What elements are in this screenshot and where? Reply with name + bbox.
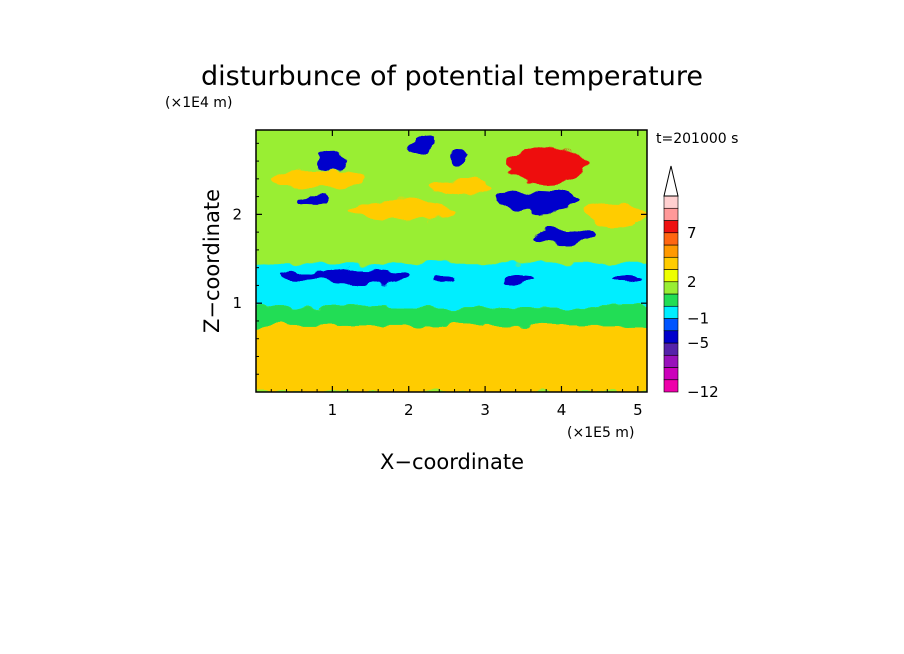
colorbar-band-12	[663, 232, 679, 246]
colorbar-band-7	[663, 293, 679, 307]
colorbar-band-8	[663, 281, 679, 295]
contour-band-2	[256, 307, 647, 326]
y-axis: 12	[232, 142, 647, 375]
colorbar-band-5	[663, 318, 679, 332]
colorbar: −12−5−127	[663, 165, 719, 401]
chart-title: disturbunce of potential temperature	[201, 61, 703, 92]
x-tick-label-1: 1	[328, 401, 338, 419]
contour-blob-3	[317, 268, 409, 285]
x-tick-label-5: 5	[633, 401, 643, 419]
contour-blob-14	[299, 195, 328, 207]
colorbar-label-1: −5	[687, 334, 709, 352]
y-tick-label-2: 2	[232, 205, 242, 223]
x-axis-label: X−coordinate	[380, 450, 524, 474]
colorbar-band-2	[663, 354, 679, 368]
contour-blob-5	[433, 274, 453, 282]
x-tick-label-3: 3	[480, 401, 490, 419]
contour-blob-7	[611, 273, 642, 283]
x-tick-label-2: 2	[404, 401, 414, 419]
colorbar-label-4: 7	[687, 224, 697, 242]
colorbar-band-4	[663, 330, 679, 344]
y-tick-label-1: 1	[232, 294, 242, 312]
contour-blob-18	[584, 203, 646, 226]
y-unit-label: (×1E4 m)	[165, 95, 232, 111]
contour-blob-10	[534, 229, 596, 244]
y-axis-label: Z−coordinate	[200, 189, 224, 333]
contour-blob-11	[317, 152, 348, 170]
contour-blob-12	[408, 136, 432, 154]
contour-blob-13	[449, 148, 468, 165]
contour-blob-8	[508, 145, 585, 186]
contour-field	[256, 130, 647, 392]
contour-blob-4	[278, 271, 325, 282]
colorbar-label-0: −12	[687, 383, 719, 401]
colorbar-band-0	[663, 379, 679, 393]
x-unit-label: (×1E5 m)	[567, 425, 634, 441]
colorbar-band-6	[663, 305, 679, 319]
plot-frame	[255, 129, 648, 393]
contour-blob-15	[271, 169, 363, 188]
x-axis: 1 2 3 4 5	[270, 130, 643, 419]
colorbar-label-3: 2	[687, 273, 697, 291]
contour-blob-17	[431, 178, 493, 197]
colorbar-label-2: −1	[687, 310, 709, 328]
colorbar-band-9	[663, 269, 679, 283]
colorbar-band-3	[663, 342, 679, 356]
contour-blob-16	[347, 199, 455, 221]
colorbar-band-1	[663, 367, 679, 381]
colorbar-band-13	[663, 220, 679, 234]
colorbar-band-10	[663, 256, 679, 270]
colorbar-extend-arrow	[663, 165, 679, 197]
time-label: t=201000 s	[656, 131, 738, 147]
contour-band-0	[256, 263, 647, 308]
colorbar-band-14	[663, 207, 679, 221]
x-tick-label-4: 4	[557, 401, 567, 419]
colorbar-band-11	[663, 244, 679, 258]
contour-blob-9	[496, 190, 581, 212]
colorbar-band-15	[663, 195, 679, 209]
contour-blob-6	[504, 274, 535, 284]
contour-blob-19	[546, 338, 623, 366]
